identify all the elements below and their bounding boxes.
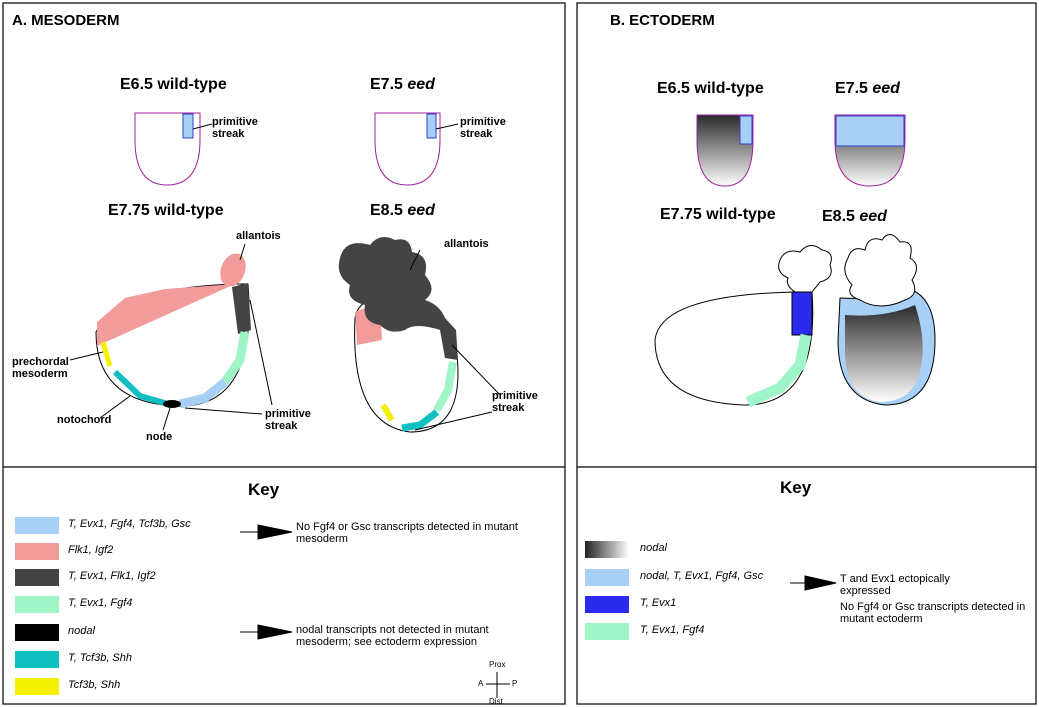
- genotype: wild-type: [154, 202, 223, 219]
- stage-label: E7.5 eed: [835, 80, 900, 98]
- stage: E7.75: [660, 206, 702, 223]
- compass-label: Prox: [489, 660, 505, 669]
- annotation: primitive streak: [460, 116, 510, 140]
- embryo: [838, 234, 935, 405]
- embryo: [375, 113, 458, 185]
- stage: E8.5: [822, 208, 855, 225]
- stage-label: E7.75 wild-type: [660, 206, 776, 224]
- key-label: T, Evx1: [640, 597, 676, 609]
- key-label: T, Evx1, Fgf4, Tcf3b, Gsc: [68, 518, 191, 530]
- key-note: No Fgf4 or Gsc transcripts detected in m…: [296, 521, 536, 545]
- key-label: Tcf3b, Shh: [68, 679, 120, 691]
- stage-label: E6.5 wild-type: [657, 80, 764, 98]
- annotation: primitive streak: [265, 408, 315, 432]
- embryo: [835, 115, 905, 186]
- key-label: T, Evx1, Fgf4: [68, 597, 132, 609]
- key-swatch: [15, 678, 59, 695]
- key-swatch: [585, 596, 629, 613]
- genotype: wild-type: [694, 80, 763, 97]
- genotype: eed: [859, 208, 887, 225]
- key-label: nodal: [640, 542, 667, 554]
- key-swatch: [15, 517, 59, 534]
- embryo: [70, 244, 272, 430]
- key-swatch: [585, 569, 629, 586]
- embryo: [339, 237, 500, 432]
- compass-label: A: [478, 679, 483, 688]
- stage: E7.75: [108, 202, 150, 219]
- genotype: wild-type: [706, 206, 775, 223]
- embryo: [697, 115, 753, 186]
- annotation: node: [146, 431, 172, 443]
- compass-label: Dist: [489, 697, 503, 706]
- annotation: allantois: [236, 230, 281, 242]
- key-label: T, Tcf3b, Shh: [68, 652, 132, 664]
- compass-label: P: [512, 679, 517, 688]
- key-note: T and Evx1 ectopically expressed: [840, 573, 990, 597]
- key-swatch: [15, 651, 59, 668]
- panel-title: B. ECTODERM: [610, 12, 715, 29]
- stage-label: E7.5 eed: [370, 76, 435, 94]
- key-label: T, Evx1, Flk1, Igf2: [68, 570, 156, 582]
- key-label: nodal: [68, 625, 95, 637]
- key-title: Key: [780, 478, 811, 498]
- embryo: [655, 245, 831, 405]
- key-swatch: [585, 623, 629, 640]
- key-title: Key: [248, 480, 279, 500]
- embryo: [135, 113, 212, 185]
- genotype: eed: [872, 80, 900, 97]
- annotation: prechordal mesoderm: [12, 356, 82, 380]
- stage-label: E8.5 eed: [822, 208, 887, 226]
- key-swatch: [15, 596, 59, 613]
- stage: E6.5: [657, 80, 690, 97]
- annotation: allantois: [444, 238, 489, 250]
- panel-title: A. MESODERM: [12, 12, 120, 29]
- genotype: wild-type: [157, 76, 226, 93]
- stage-label: E6.5 wild-type: [120, 76, 227, 94]
- stage-label: E8.5 eed: [370, 202, 435, 220]
- annotation: primitive streak: [212, 116, 262, 140]
- stage: E7.5: [370, 76, 403, 93]
- key-swatch: [15, 543, 59, 560]
- key-swatch: [15, 624, 59, 641]
- annotation: notochord: [57, 414, 111, 426]
- compass: [486, 672, 510, 698]
- key-label: nodal, T, Evx1, Fgf4, Gsc: [640, 570, 763, 582]
- key-swatch: [585, 541, 629, 558]
- key-label: Flk1, Igf2: [68, 544, 113, 556]
- figure: A. MESODERM B. ECTODERM E6.5 wild-type E…: [0, 0, 1039, 707]
- key-label: T, Evx1, Fgf4: [640, 624, 704, 636]
- key-note: nodal transcripts not detected in mutant…: [296, 624, 546, 648]
- stage: E7.5: [835, 80, 868, 97]
- annotation: primitive streak: [492, 390, 542, 414]
- stage: E6.5: [120, 76, 153, 93]
- stage-label: E7.75 wild-type: [108, 202, 224, 220]
- genotype: eed: [407, 76, 435, 93]
- key-note: No Fgf4 or Gsc transcripts detected in m…: [840, 601, 1030, 625]
- stage: E8.5: [370, 202, 403, 219]
- genotype: eed: [407, 202, 435, 219]
- key-swatch: [15, 569, 59, 586]
